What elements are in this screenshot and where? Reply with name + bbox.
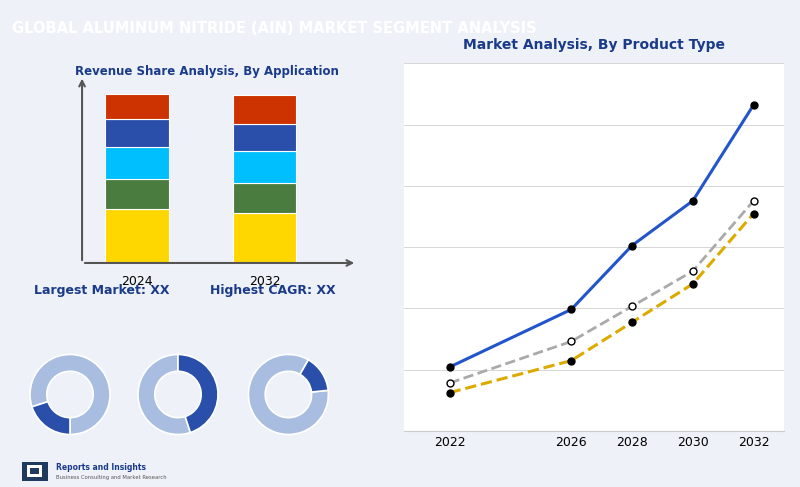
Bar	[106, 94, 169, 118]
Bar	[233, 124, 296, 150]
Bar	[233, 95, 296, 124]
Text: 2032: 2032	[249, 276, 280, 288]
Wedge shape	[178, 355, 218, 432]
Bar	[106, 147, 169, 179]
Bar	[106, 118, 169, 147]
Title: Market Analysis, By Product Type: Market Analysis, By Product Type	[463, 38, 725, 53]
Wedge shape	[138, 355, 190, 434]
Wedge shape	[30, 355, 110, 434]
Text: 2024: 2024	[122, 276, 153, 288]
Bar	[27, 465, 42, 477]
Bar	[106, 209, 169, 263]
Bar	[233, 150, 296, 183]
Text: Largest Market: XX: Largest Market: XX	[34, 283, 169, 297]
Wedge shape	[300, 360, 328, 392]
Text: Reports and Insights: Reports and Insights	[56, 463, 146, 471]
Bar	[233, 213, 296, 263]
Bar	[22, 462, 48, 481]
Bar	[106, 179, 169, 209]
Wedge shape	[32, 402, 70, 434]
Bar	[30, 468, 39, 474]
Text: Revenue Share Analysis, By Application: Revenue Share Analysis, By Application	[74, 65, 338, 78]
Bar	[233, 183, 296, 213]
Text: Highest CAGR: XX: Highest CAGR: XX	[210, 283, 335, 297]
Text: GLOBAL ALUMINUM NITRIDE (AIN) MARKET SEGMENT ANALYSIS: GLOBAL ALUMINUM NITRIDE (AIN) MARKET SEG…	[12, 20, 537, 36]
Wedge shape	[249, 355, 328, 434]
Text: Business Consulting and Market Research: Business Consulting and Market Research	[56, 474, 166, 480]
